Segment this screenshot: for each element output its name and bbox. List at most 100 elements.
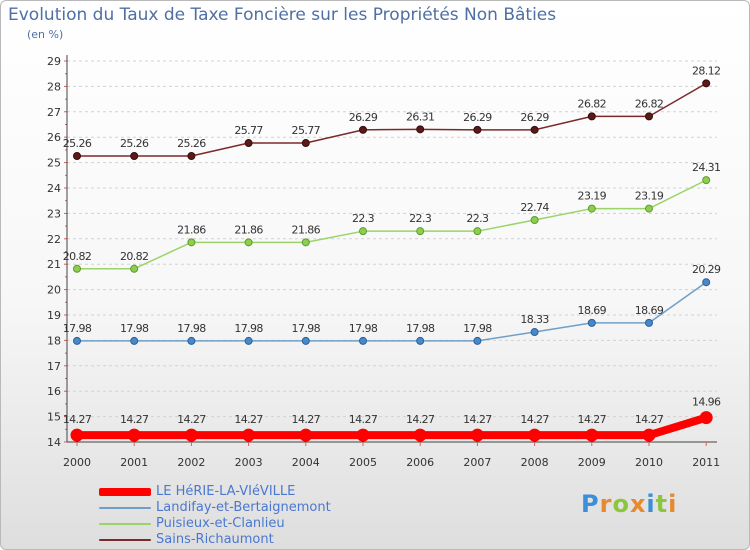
x-tick-label: 2001 (120, 456, 148, 469)
y-tick-label: 15 (47, 411, 61, 424)
data-point (702, 176, 711, 185)
data-label: 20.82 (63, 250, 92, 263)
data-point (642, 428, 656, 442)
data-label: 26.29 (463, 111, 492, 124)
x-tick-label: 2007 (463, 456, 491, 469)
y-tick-label: 27 (47, 106, 61, 119)
legend-swatch (99, 539, 151, 541)
data-label: 26.29 (349, 111, 378, 124)
data-point (702, 278, 711, 287)
logo-letter: i (646, 490, 656, 518)
legend-item: Sains-Richaumont (99, 532, 419, 548)
series-line-1 (76, 281, 707, 342)
data-label: 26.82 (578, 97, 607, 110)
proxiti-logo: Proxiti (581, 490, 677, 518)
x-tick-label: 2006 (406, 456, 434, 469)
data-point (416, 227, 425, 236)
data-label: 14.27 (406, 413, 435, 426)
data-point (359, 125, 367, 134)
data-label: 21.86 (177, 223, 206, 236)
data-point (413, 428, 427, 442)
y-tick-label: 19 (47, 309, 61, 322)
data-point (699, 411, 713, 425)
data-label: 20.82 (120, 250, 149, 263)
y-tick-label: 25 (47, 157, 61, 170)
data-label: 24.31 (692, 161, 721, 174)
data-point (473, 336, 482, 345)
data-label: 22.3 (352, 212, 375, 225)
chart-title: Evolution du Taux de Taxe Foncière sur l… (8, 5, 557, 25)
data-label: 14.96 (692, 396, 721, 409)
data-point (73, 264, 81, 273)
logo-letter: x (629, 490, 647, 518)
data-point (301, 139, 310, 148)
data-label: 17.98 (120, 322, 149, 335)
data-label: 28.12 (692, 64, 721, 77)
legend: LE HéRIE-LA-VIéVILLE Landifay-et-Bertaign… (99, 484, 419, 548)
data-label: 18.69 (635, 304, 664, 317)
data-label: 22.74 (520, 201, 549, 214)
data-label: 17.98 (177, 322, 206, 335)
data-label: 14.27 (177, 413, 206, 426)
x-tick-label: 2000 (63, 456, 91, 469)
data-label: 26.29 (520, 111, 549, 124)
y-tick-label: 29 (47, 55, 61, 68)
data-point (530, 328, 539, 337)
data-point (301, 238, 310, 247)
x-tick-label: 2003 (235, 456, 263, 469)
data-point (184, 428, 198, 442)
legend-label: Puisieux-et-Clanlieu (156, 516, 285, 531)
data-label: 14.27 (234, 413, 263, 426)
data-label: 14.27 (120, 413, 149, 426)
data-label: 18.33 (520, 313, 549, 326)
data-point (359, 336, 367, 345)
data-point (301, 336, 310, 345)
data-point (187, 151, 196, 160)
data-point (70, 428, 84, 442)
data-label: 14.27 (578, 413, 607, 426)
x-tick-label: 2009 (578, 456, 606, 469)
data-label: 17.98 (63, 322, 92, 335)
data-label: 17.98 (406, 322, 435, 335)
legend-label: LE HéRIE-LA-VIéVILLE (156, 484, 296, 499)
data-label: 17.98 (463, 322, 492, 335)
legend-item: LE HéRIE-LA-VIéVILLE (99, 484, 419, 500)
data-label: 25.77 (292, 124, 321, 137)
legend-swatch (99, 488, 151, 496)
x-tick-label: 2010 (635, 456, 663, 469)
logo-letter: o (612, 490, 630, 518)
data-label: 14.27 (292, 413, 321, 426)
y-tick-label: 23 (47, 207, 61, 220)
logo-letter: r (599, 490, 613, 518)
x-tick-label: 2005 (349, 456, 377, 469)
data-point (359, 227, 367, 236)
data-point (127, 428, 141, 442)
y-tick-label: 21 (47, 258, 61, 271)
series-line-2 (76, 179, 707, 270)
data-label: 23.19 (635, 190, 664, 203)
data-point (130, 264, 139, 273)
data-point (473, 227, 482, 236)
data-point (244, 238, 253, 247)
data-point (187, 238, 196, 247)
legend-item: Puisieux-et-Clanlieu (99, 516, 419, 532)
data-label: 14.27 (463, 413, 492, 426)
series-line-3 (76, 82, 707, 157)
legend-swatch (99, 523, 151, 525)
data-label: 23.19 (578, 190, 607, 203)
y-tick-label: 26 (47, 131, 61, 144)
y-tick-label: 20 (47, 284, 61, 297)
data-point (702, 79, 711, 88)
data-label: 18.69 (578, 304, 607, 317)
logo-letter: i (668, 490, 678, 518)
data-label: 21.86 (292, 223, 321, 236)
data-point (73, 151, 81, 160)
data-point (416, 125, 425, 134)
data-label: 22.3 (466, 212, 489, 225)
data-point (130, 336, 139, 345)
data-point (585, 428, 599, 442)
logo-letter: P (581, 490, 600, 518)
data-point (187, 336, 196, 345)
